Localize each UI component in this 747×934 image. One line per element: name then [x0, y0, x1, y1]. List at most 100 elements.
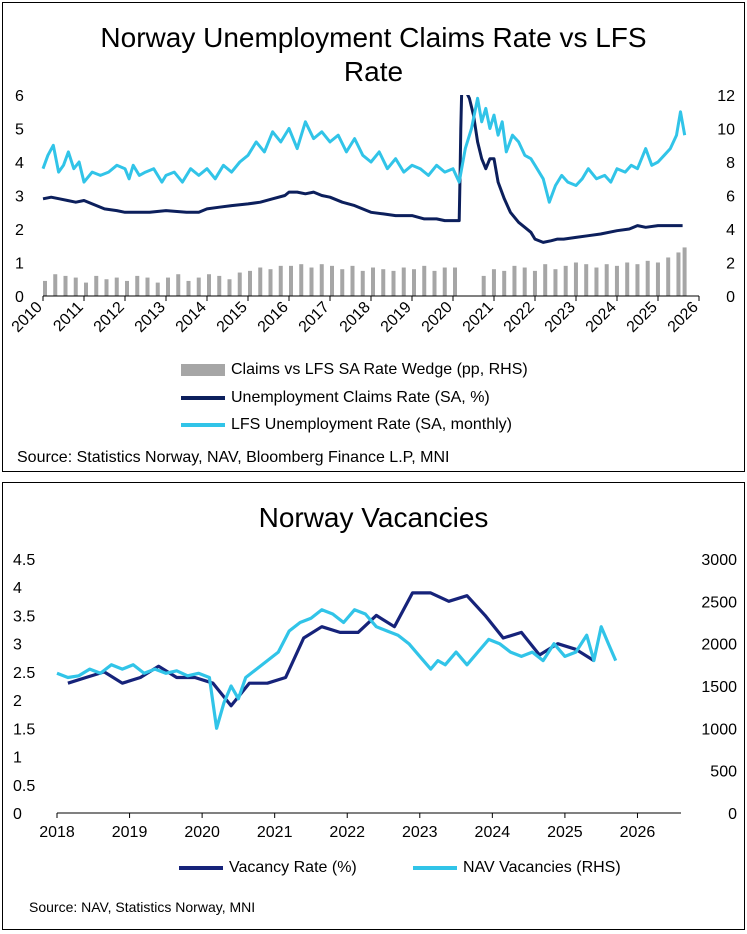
chart1-x-label-2017: 2017 — [296, 299, 333, 336]
legend-item-nav-vacancies: NAV Vacancies (RHS) — [413, 859, 621, 877]
legend-item-claims: Unemployment Claims Rate (SA, %) — [181, 389, 490, 407]
chart2-x-label-2026: 2026 — [620, 824, 656, 841]
chart2-x-label-2022: 2022 — [329, 824, 365, 841]
chart2-x-label-2025: 2025 — [547, 824, 583, 841]
chart1-x-label-2024: 2024 — [583, 299, 620, 336]
chart2-y-left-label-2-5: 2.5 — [13, 665, 35, 682]
chart2-y-left-label-0-5: 0.5 — [13, 778, 35, 795]
chart1-y-right-label-12: 12 — [717, 88, 735, 105]
chart2-y-right-label-2500: 2500 — [701, 594, 737, 611]
chart1-bar-2 — [63, 275, 68, 296]
chart1-x-label-2012: 2012 — [91, 299, 128, 336]
chart1-x-label-2014: 2014 — [173, 299, 210, 336]
chart2-x-label-2021: 2021 — [257, 824, 293, 841]
chart1-bar-45 — [522, 267, 527, 296]
chart1-bar-40 — [453, 267, 457, 296]
chart2-x-label-2018: 2018 — [39, 824, 75, 841]
chart2-y-left-label-0: 0 — [13, 806, 22, 823]
chart1-x-label-2015: 2015 — [214, 299, 251, 336]
chart1-bar-59 — [666, 257, 671, 296]
chart1-y-right-label-8: 8 — [726, 155, 735, 172]
chart2-y-left-label-1: 1 — [13, 750, 22, 767]
chart1-bar-1 — [53, 274, 58, 296]
chart1-bar-44 — [512, 265, 517, 296]
chart1-bar-57 — [645, 260, 650, 296]
chart1-bar-61 — [682, 247, 687, 296]
chart2-series-nav-vacancies-rhs — [56, 608, 618, 730]
chart1-bar-55 — [625, 262, 630, 296]
chart2-series-vacancy-rate — [67, 591, 595, 708]
chart1-x-label-2013: 2013 — [132, 299, 169, 336]
chart1-bar-47 — [543, 264, 548, 296]
chart1-bar-53 — [604, 264, 609, 296]
legend-label-nav-vacancies: NAV Vacancies (RHS) — [463, 859, 621, 876]
legend-item-wedge: Claims vs LFS SA Rate Wedge (pp, RHS) — [181, 361, 528, 379]
chart1-bar-24 — [289, 265, 293, 296]
chart1-bar-3 — [73, 277, 78, 296]
chart1-bar-26 — [309, 267, 314, 296]
chart2-y-left-label-3-5: 3.5 — [13, 608, 35, 625]
chart1-y-left-label-0: 0 — [15, 289, 24, 306]
chart1-x-label-2011: 2011 — [50, 299, 86, 335]
legend-item-lfs: LFS Unemployment Rate (SA, monthly) — [181, 416, 512, 434]
chart1-bar-22 — [268, 269, 273, 296]
chart1-bar-7 — [114, 277, 119, 296]
chart2-y-right-label-500: 500 — [710, 764, 737, 781]
chart1-bar-58 — [655, 262, 660, 296]
chart2-y-left-label-2: 2 — [13, 693, 22, 710]
chart1-bar-5 — [94, 275, 99, 296]
chart2-y-right-label-2000: 2000 — [701, 637, 737, 654]
chart1-y-right-label-2: 2 — [726, 256, 735, 273]
chart1-bar-19 — [237, 272, 242, 296]
chart1-series-lfs-unemployment-rate-sa-monthly — [41, 96, 687, 204]
chart1-title-line1: Norway Unemployment Claims Rate vs LFS — [100, 22, 647, 53]
chart1-bar-50 — [573, 262, 578, 296]
chart1-bar-6 — [104, 279, 109, 296]
chart1-bar-10 — [145, 277, 150, 296]
chart1-bar-38 — [432, 270, 437, 296]
chart2-x-label-2020: 2020 — [184, 824, 220, 841]
claims-vs-lfs-chart-panel: Norway Unemployment Claims Rate vs LFS R… — [2, 2, 745, 472]
chart1-bar-56 — [635, 264, 640, 296]
chart1-bar-35 — [401, 267, 406, 296]
chart2-plot: 2018 2019 2020 2021 2022 2023 2024 2025 2026 0 0.5… — [13, 552, 737, 841]
chart1-bar-48 — [553, 269, 558, 296]
chart2-source: Source: NAV, Statistics Norway, MNI — [29, 899, 256, 915]
chart1-x-label-2016: 2016 — [255, 299, 292, 336]
chart1-x-label-2019: 2019 — [378, 299, 415, 336]
legend-label-claims: Unemployment Claims Rate (SA, %) — [231, 389, 490, 406]
chart1-bar-14 — [186, 280, 191, 296]
legend-label-vacancy-rate: Vacancy Rate (%) — [229, 859, 357, 876]
chart2-y-right-label-0: 0 — [728, 806, 737, 823]
chart1-y-right-label-6: 6 — [726, 189, 735, 206]
chart1-bar-12 — [166, 277, 170, 296]
chart1-bar-8 — [125, 280, 129, 296]
chart2-y-left-label-1-5: 1.5 — [13, 721, 35, 738]
chart1-x-label-2023: 2023 — [542, 299, 579, 336]
chart2-y-left-label-4-5: 4.5 — [13, 552, 35, 569]
chart1-y-right-label-4: 4 — [726, 222, 735, 239]
chart1-bar-16 — [207, 274, 211, 296]
chart1-bar-9 — [135, 275, 140, 296]
chart1-bar-37 — [422, 265, 427, 296]
legend-swatch-claims — [181, 396, 225, 400]
chart1-bar-18 — [227, 279, 232, 296]
chart1-series-unemployment-claims-rate-sa — [42, 95, 683, 244]
chart1-bar-25 — [299, 264, 304, 296]
chart1-plot: 2010 2011 2012 2013 2014 2015 2016 2017 2018 2019… — [9, 88, 735, 336]
chart1-bar-21 — [258, 267, 263, 296]
chart1-x-label-2026: 2026 — [665, 299, 702, 336]
chart1-bar-51 — [584, 264, 589, 296]
chart1-x-label-2020: 2020 — [419, 299, 456, 336]
chart1-bar-33 — [381, 269, 386, 296]
chart1-bar-0 — [43, 280, 47, 296]
legend-swatch-lfs — [181, 423, 225, 427]
chart2-x-label-2023: 2023 — [402, 824, 438, 841]
chart1-title-line2: Rate — [343, 56, 404, 87]
chart1-y-left-label-6: 6 — [15, 88, 24, 105]
chart1-title: Norway Unemployment Claims Rate vs LFS R… — [3, 21, 744, 89]
chart1-bar-30 — [350, 265, 355, 296]
chart1-bar-29 — [340, 269, 345, 296]
chart2-x-label-2019: 2019 — [112, 824, 148, 841]
chart1-bar-49 — [563, 265, 568, 296]
